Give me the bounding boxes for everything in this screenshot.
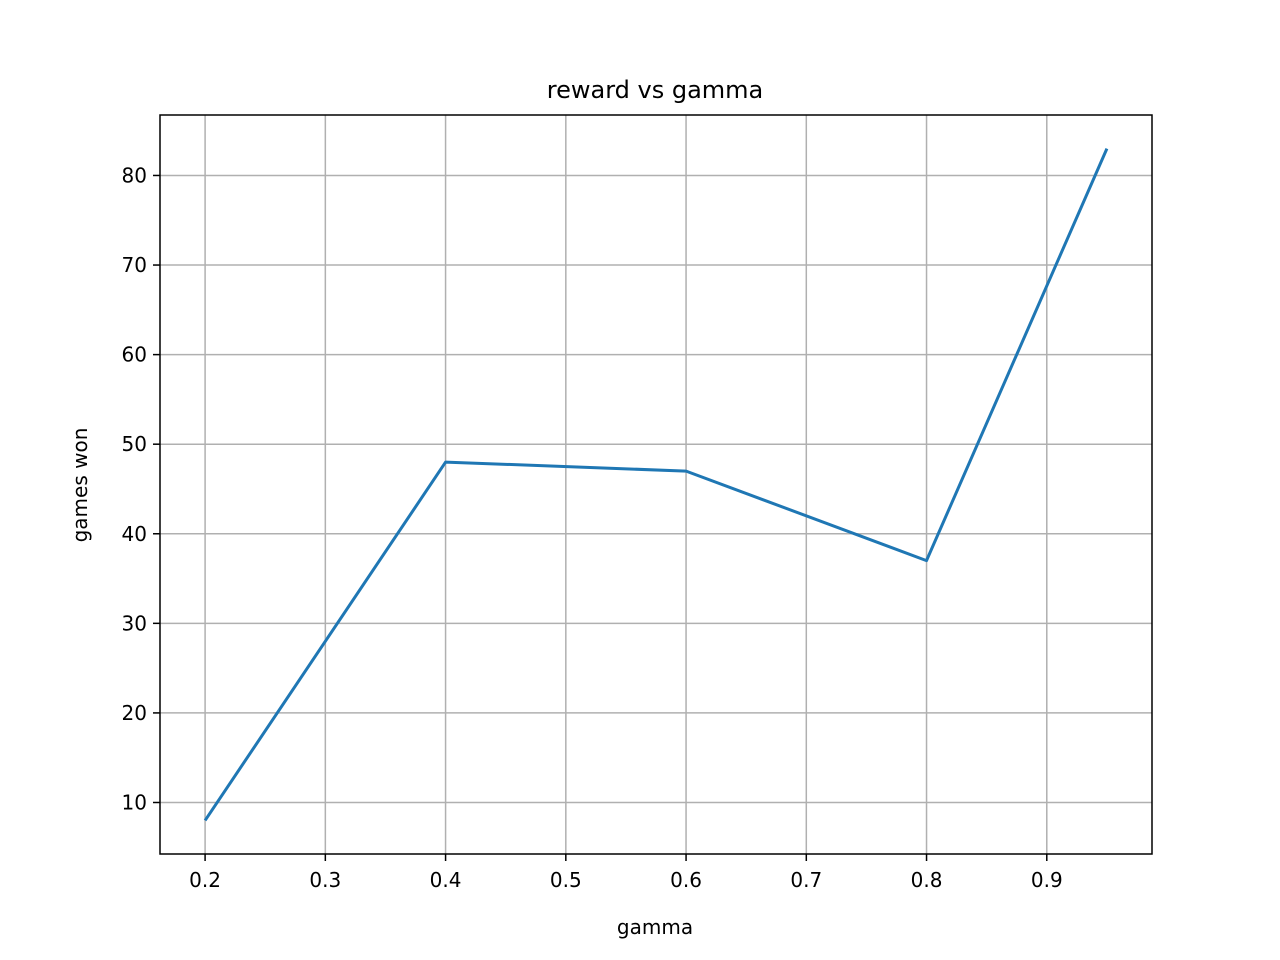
y-tick-label: 50 [122,432,147,456]
y-tick-label: 20 [122,701,147,725]
y-tick-label: 80 [122,163,147,187]
axis-ticks: 0.2 0.3 0.4 0.5 0.6 0.7 0.8 0.9 10 20 30 40 50 60 70 80 [122,163,1063,892]
y-tick-label: 60 [122,343,147,367]
y-tick-label: 10 [122,790,147,814]
x-tick-label: 0.8 [911,868,943,892]
y-tick-label: 40 [122,522,147,546]
x-tick-label: 0.3 [309,868,341,892]
axes-frame [159,114,1153,855]
chart-title: reward vs gamma [547,76,764,104]
x-tick-label: 0.5 [550,868,582,892]
series-line [203,147,1109,822]
series-lines [203,147,1109,822]
y-axis-title: games won [68,428,92,543]
x-tick-label: 0.7 [790,868,822,892]
x-axis-title: gamma [617,915,693,939]
x-tick-label: 0.9 [1031,868,1063,892]
x-tick-label: 0.4 [430,868,462,892]
grid-lines [160,115,1152,854]
x-tick-label: 0.2 [189,868,221,892]
x-tick-label: 0.6 [670,868,702,892]
y-tick-label: 30 [122,611,147,635]
y-tick-label: 70 [122,253,147,277]
